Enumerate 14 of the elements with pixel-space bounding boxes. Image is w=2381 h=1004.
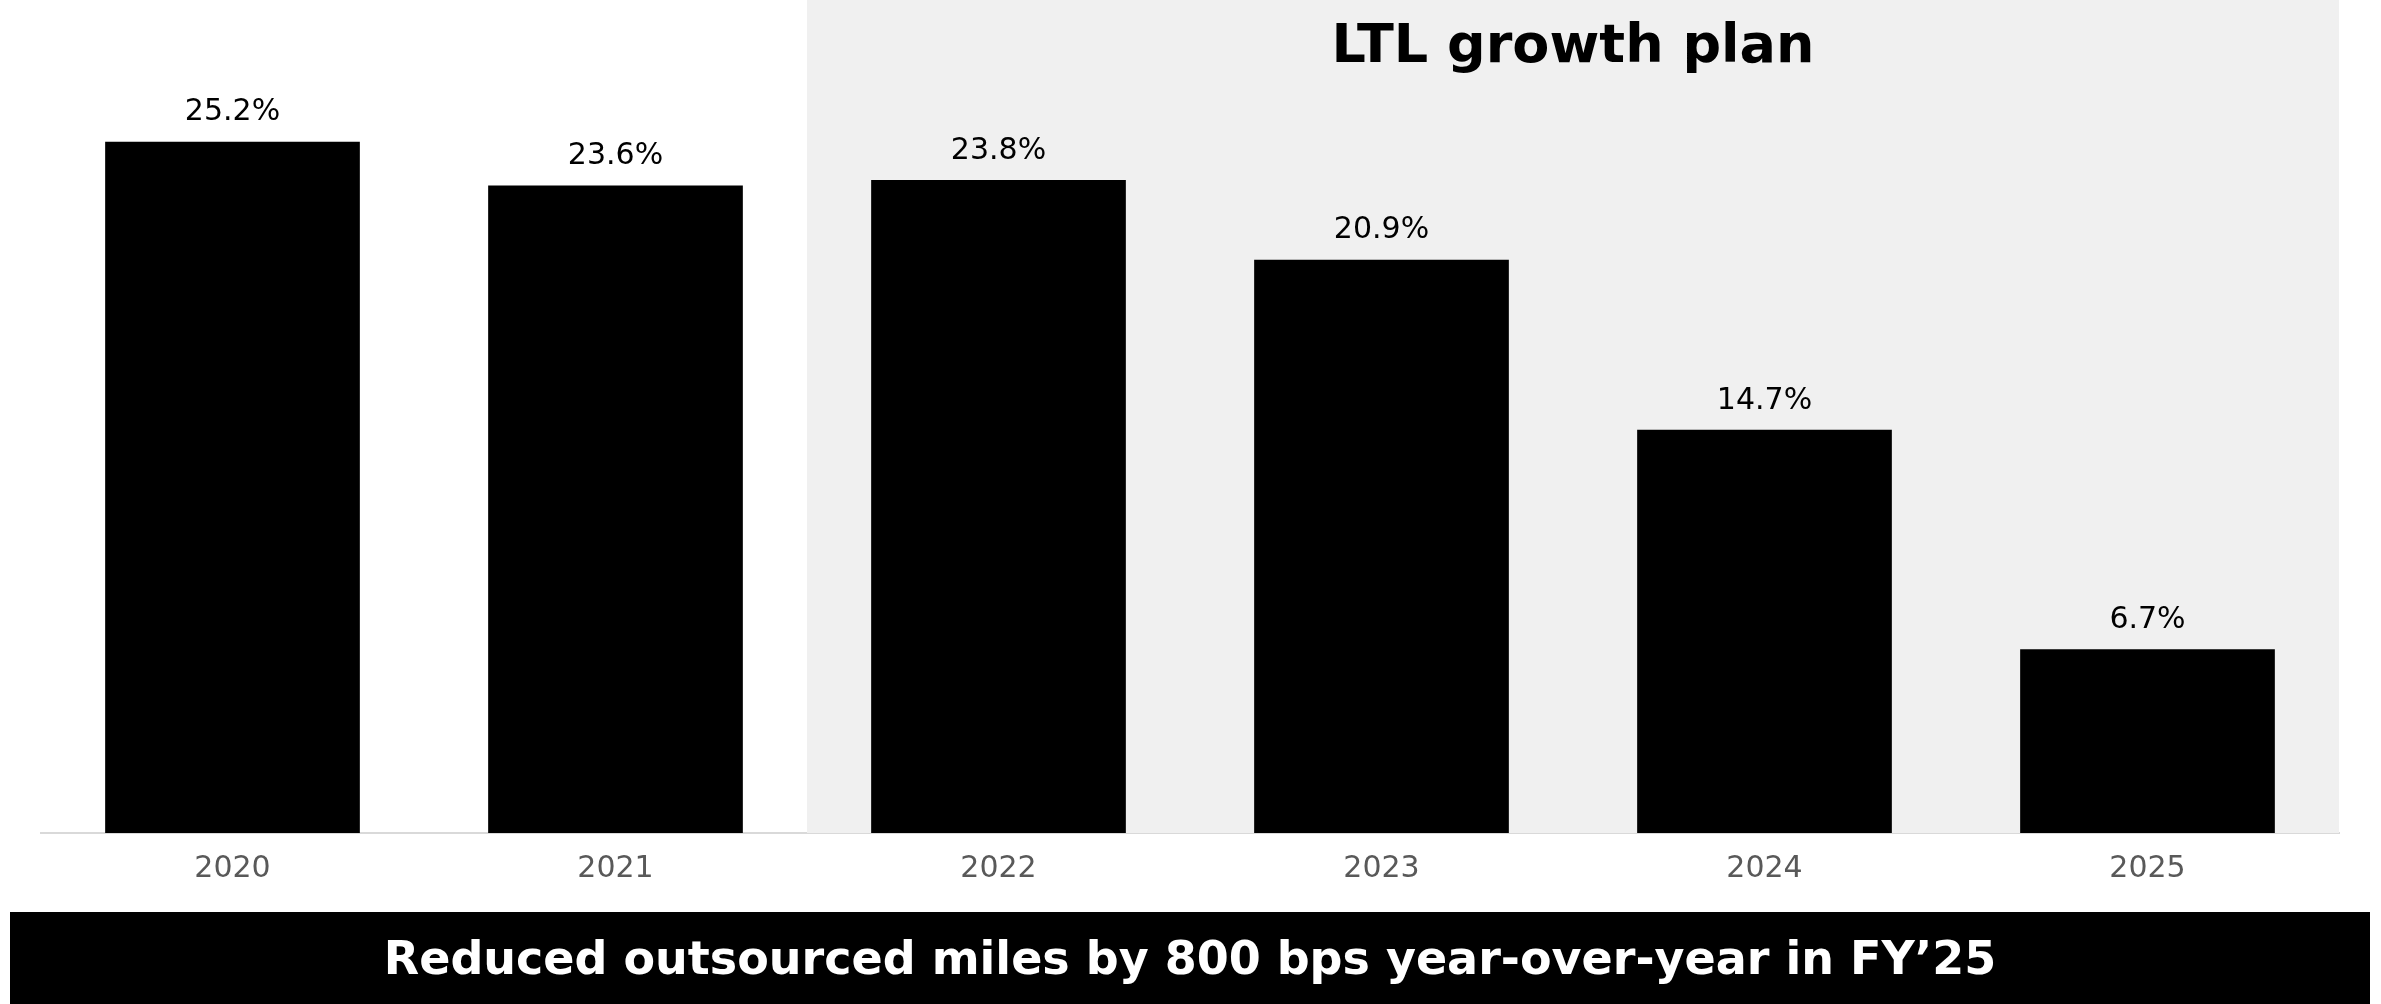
x-tick-label: 2020 [194, 848, 271, 884]
x-tick-label: 2023 [1343, 848, 1420, 884]
data-label: 23.6% [567, 136, 664, 172]
x-tick-label: 2024 [1726, 848, 1803, 884]
band-label: LTL growth plan [1331, 12, 1815, 76]
x-tick-label: 2021 [577, 848, 654, 884]
data-label: 23.8% [950, 130, 1047, 166]
data-label: 14.7% [1716, 380, 1813, 416]
x-tick-label: 2022 [960, 848, 1037, 884]
x-tick-label: 2025 [2109, 848, 2186, 884]
data-label: 6.7% [2109, 599, 2186, 635]
data-label: 25.2% [184, 92, 281, 128]
text: Reduced outsourced miles by 800 bps year-over-year in FY’25 [10, 912, 2370, 1004]
data-label: 20.9% [1333, 210, 1430, 246]
